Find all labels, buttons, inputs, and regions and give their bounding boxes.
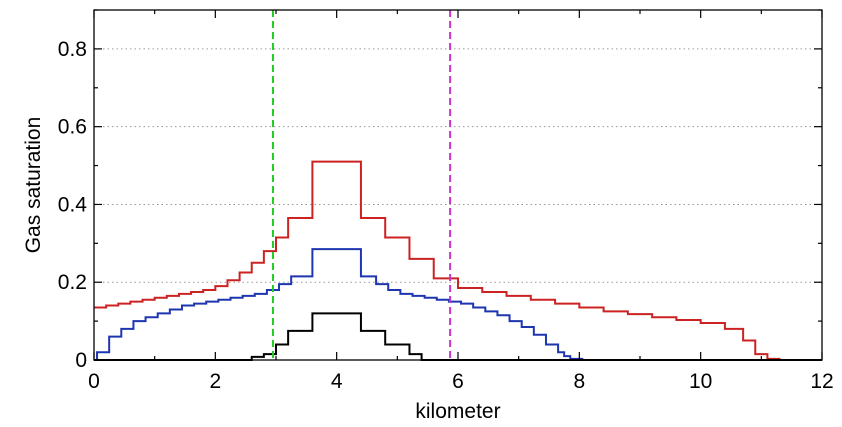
series-line-2: [94, 312, 822, 361]
plot-frame: [93, 9, 823, 361]
x-tick-label-4: 8: [573, 370, 585, 393]
x-tick-label-3: 6: [452, 370, 464, 393]
x-tick-label-1: 2: [209, 370, 221, 393]
series-lines: [94, 160, 822, 361]
y-tick-label-1: 0.2: [58, 271, 87, 294]
x-tick-label-5: 10: [689, 370, 712, 393]
y-tick-label-2: 0.4: [58, 193, 88, 216]
tick-labels: 0 2 4 6 8 10 12 0 0.2 0.4 0.6 0.8: [58, 38, 834, 393]
y-axis-label: Gas saturation: [22, 117, 45, 254]
x-tick-label-6: 12: [810, 370, 833, 393]
series-line-1: [94, 248, 822, 361]
x-tick-label-0: 0: [88, 370, 100, 393]
y-tick-label-3: 0.6: [58, 116, 87, 139]
series-line-0: [94, 160, 822, 361]
reference-lines: [271, 10, 452, 360]
grid-lines: [94, 48, 822, 283]
axis-ticks: [93, 9, 823, 361]
y-tick-label-0: 0: [75, 349, 87, 372]
y-tick-label-4: 0.8: [58, 38, 87, 61]
x-axis-label: kilometer: [415, 400, 500, 423]
x-tick-label-2: 4: [331, 370, 343, 393]
